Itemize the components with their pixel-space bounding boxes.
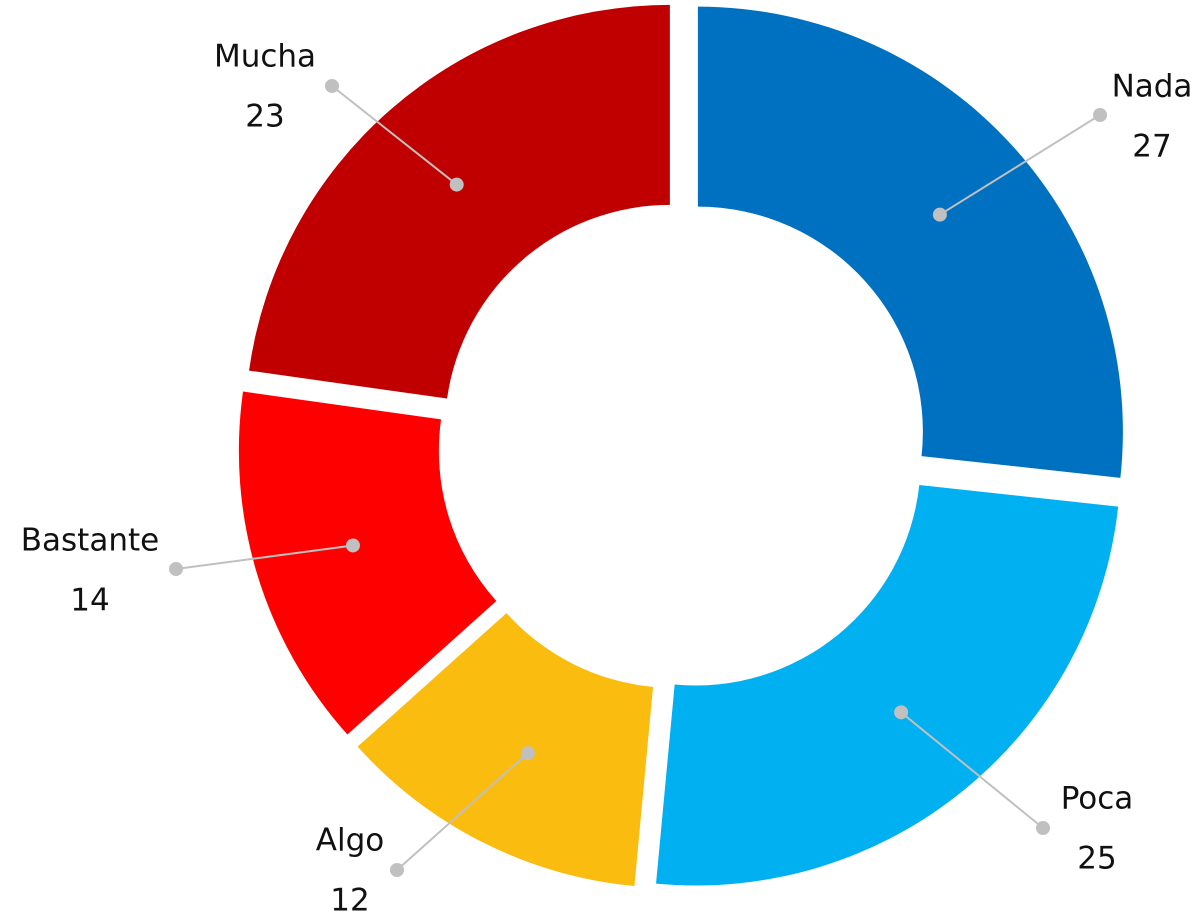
value-label: 25 (1077, 841, 1116, 877)
slice (238, 391, 497, 735)
slice (357, 613, 654, 887)
slice (697, 6, 1123, 478)
value-label: 27 (1132, 129, 1171, 165)
leader-line (939, 114, 1101, 216)
leader-dot (894, 705, 909, 720)
leader-dot (449, 177, 464, 192)
leader-line (396, 752, 529, 871)
slice (249, 4, 670, 399)
value-label: 12 (330, 883, 369, 919)
slice (656, 484, 1119, 886)
leader-dot (390, 863, 404, 877)
value-label: 14 (70, 583, 109, 619)
leader-line (331, 85, 458, 186)
slice-label: Algo (316, 823, 384, 859)
leader-line (175, 544, 354, 570)
leader-dot (932, 207, 947, 222)
leader-dot (520, 746, 535, 761)
leader-dot (1093, 108, 1107, 122)
leader-dot (169, 562, 183, 576)
value-label: 23 (245, 99, 284, 135)
slice-label: Poca (1061, 781, 1134, 817)
leader-dot (325, 79, 339, 93)
slice-label: Mucha (214, 39, 316, 75)
slice-label: Nada (1112, 69, 1193, 105)
leader-line (900, 711, 1044, 829)
leader-dot (345, 538, 360, 553)
leader-dot (1036, 821, 1050, 835)
slice-label: Bastante (21, 523, 159, 559)
